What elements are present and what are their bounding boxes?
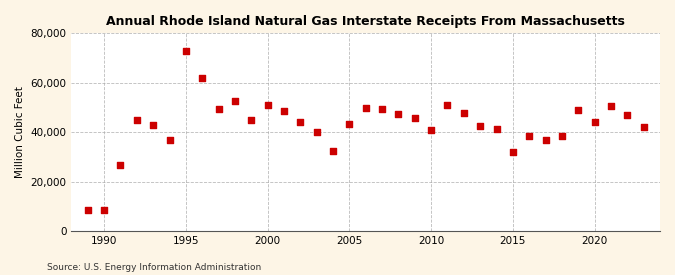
Point (180, 48, 191, 53)
Point (295, 120, 306, 125)
Point (197, 76, 208, 80)
Point (409, 115, 420, 120)
Point (508, 150, 518, 154)
Y-axis label: Million Cubic Feet: Million Cubic Feet (15, 86, 25, 178)
Point (491, 126, 502, 131)
Point (213, 107, 224, 111)
Point (589, 120, 600, 125)
Point (556, 134, 567, 138)
Point (148, 123, 159, 127)
Point (360, 105, 371, 110)
Point (115, 162, 126, 167)
Point (99, 207, 109, 212)
Point (82, 208, 93, 213)
Point (605, 104, 616, 109)
Text: Source: U.S. Energy Information Administration: Source: U.S. Energy Information Administ… (47, 263, 261, 272)
Point (393, 112, 404, 116)
Point (246, 118, 256, 122)
Point (164, 138, 175, 142)
Point (475, 124, 485, 128)
Point (344, 122, 355, 126)
Point (442, 103, 453, 107)
Point (279, 109, 290, 114)
Point (540, 138, 551, 142)
Point (377, 107, 387, 111)
Title: Annual Rhode Island Natural Gas Interstate Receipts From Massachusetts: Annual Rhode Island Natural Gas Intersta… (106, 15, 625, 28)
Point (573, 108, 584, 112)
Point (132, 118, 142, 122)
Point (639, 125, 649, 130)
Point (524, 134, 535, 138)
Point (458, 110, 469, 115)
Point (230, 99, 240, 104)
Point (311, 130, 322, 134)
Point (622, 113, 632, 117)
Point (327, 149, 338, 153)
Point (426, 128, 437, 132)
Point (262, 103, 273, 107)
